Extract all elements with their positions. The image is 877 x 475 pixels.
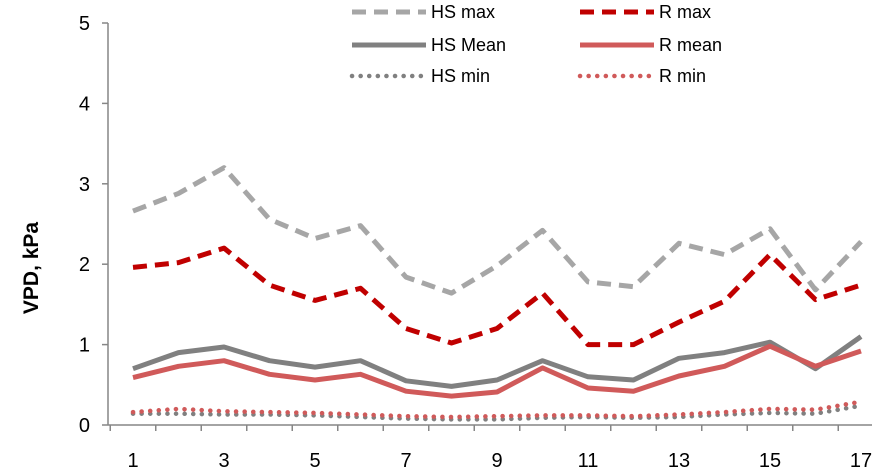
legend-item: R mean <box>580 35 722 55</box>
series-line-hs-min <box>130 403 864 422</box>
series-line-r-min <box>130 399 864 420</box>
series-line-r-max <box>132 245 862 348</box>
series-line-hs-max <box>132 165 863 296</box>
legend-item: HS max <box>352 2 495 22</box>
legend-item: HS min <box>349 66 490 86</box>
x-tick-label: 11 <box>578 450 599 472</box>
y-axis-title: VPD, kPa <box>20 222 43 315</box>
series-line-hs-mean <box>132 334 863 389</box>
y-tick-label: 1 <box>79 335 90 357</box>
legend-label: R min <box>659 66 706 86</box>
legend-label: HS min <box>431 66 490 86</box>
x-tick-label: 15 <box>759 450 781 472</box>
legend-item: R max <box>580 2 711 22</box>
x-tick-label: 3 <box>218 450 229 472</box>
legend-label: R mean <box>659 35 722 55</box>
x-tick-label: 7 <box>400 450 411 472</box>
series-lines <box>130 165 864 422</box>
x-tick-label: 9 <box>491 450 502 472</box>
legend-item: HS Mean <box>352 35 506 55</box>
series-line-r-mean <box>132 343 862 399</box>
y-tick-label: 0 <box>79 415 90 437</box>
y-tick-label: 3 <box>79 174 90 196</box>
x-tick-label: 5 <box>309 450 320 472</box>
y-tick-label: 2 <box>79 254 90 276</box>
legend: HS max R max HS Mean R mean HS min R min <box>349 2 722 86</box>
x-tick-label: 13 <box>668 450 690 472</box>
y-tick-label: 4 <box>79 93 90 115</box>
legend-label: HS Mean <box>431 35 506 55</box>
legend-label: HS max <box>431 2 495 22</box>
x-tick-label: 1 <box>127 450 138 472</box>
x-tick-label: 17 <box>850 450 872 472</box>
legend-item: R min <box>577 66 706 86</box>
y-tick-label: 5 <box>79 13 90 35</box>
legend-label: R max <box>659 2 711 22</box>
